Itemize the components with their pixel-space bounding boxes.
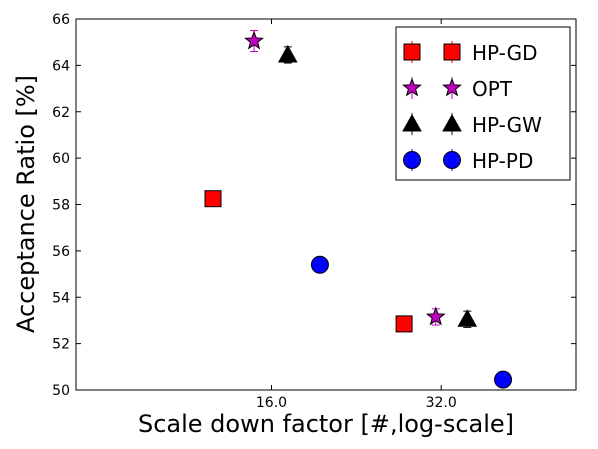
y-tick-label-64: 64 — [52, 58, 70, 74]
legend-entry-hp-gd: HP-GD — [403, 41, 538, 65]
marker-opt-1 — [244, 30, 264, 50]
y-tick-label-56: 56 — [52, 244, 70, 260]
marker-hp-gd-2 — [395, 315, 413, 333]
y-tick-label-62: 62 — [52, 105, 70, 121]
legend-label-hp-pd: HP-PD — [472, 149, 533, 173]
legend-marker-opt-b — [442, 77, 462, 97]
point-hp-pd-2 — [494, 370, 513, 389]
x-axis-title: Scale down factor [#,log-scale] — [138, 410, 514, 438]
marker-hp-gw-2 — [457, 309, 478, 327]
point-hp-gw-2 — [457, 309, 478, 328]
data-points — [204, 30, 513, 389]
y-tick-label-54: 54 — [52, 290, 70, 306]
point-hp-gd-2 — [395, 315, 413, 333]
plot-frame — [75, 18, 577, 391]
marker-hp-pd-1 — [310, 255, 329, 274]
legend-marker-hp-gd-a — [403, 43, 421, 61]
point-hp-pd-1 — [310, 255, 329, 274]
x-tick-label-32.0: 32.0 — [426, 395, 457, 411]
y-tick-label-58: 58 — [52, 198, 70, 214]
legend-entries: HP-GD OPT HP-GW HP-PD — [402, 41, 542, 173]
y-tick-label-50: 50 — [52, 383, 70, 399]
point-hp-gd-1 — [204, 190, 222, 208]
legend-marker-opt-a — [402, 77, 422, 97]
legend-marker-hp-pd-a — [403, 151, 421, 169]
legend-entry-opt: OPT — [402, 77, 513, 101]
marker-hp-gw-1 — [277, 44, 298, 63]
point-opt-2 — [425, 306, 446, 326]
legend-label-opt: OPT — [472, 77, 513, 101]
legend-marker-hp-gw-a — [402, 113, 422, 132]
legend-frame — [395, 26, 571, 181]
y-axis-title: Acceptance Ratio [%] — [12, 75, 40, 333]
x-tick-label-16.0: 16.0 — [256, 395, 287, 411]
axis-ticks: 50 52 54 56 58 60 62 64 66 16.0 32.0 — [52, 12, 576, 411]
y-tick-label-60: 60 — [52, 151, 70, 167]
legend-entry-hp-gw: HP-GW — [402, 113, 542, 137]
marker-hp-pd-2 — [494, 370, 513, 389]
legend-marker-hp-pd-b — [443, 151, 461, 169]
legend-entry-hp-pd: HP-PD — [403, 149, 533, 173]
y-tick-label-52: 52 — [52, 337, 70, 353]
marker-opt-2 — [425, 306, 446, 326]
legend-marker-hp-gd-b — [443, 43, 461, 61]
point-hp-gw-1 — [277, 44, 298, 64]
point-opt-1 — [244, 30, 264, 52]
legend: HP-GD OPT HP-GW HP-PD — [395, 26, 571, 181]
legend-label-hp-gw: HP-GW — [472, 113, 542, 137]
marker-hp-gd-1 — [204, 190, 222, 208]
y-tick-label-66: 66 — [52, 12, 70, 28]
legend-label-hp-gd: HP-GD — [472, 41, 538, 65]
legend-marker-hp-gw-b — [442, 113, 462, 132]
